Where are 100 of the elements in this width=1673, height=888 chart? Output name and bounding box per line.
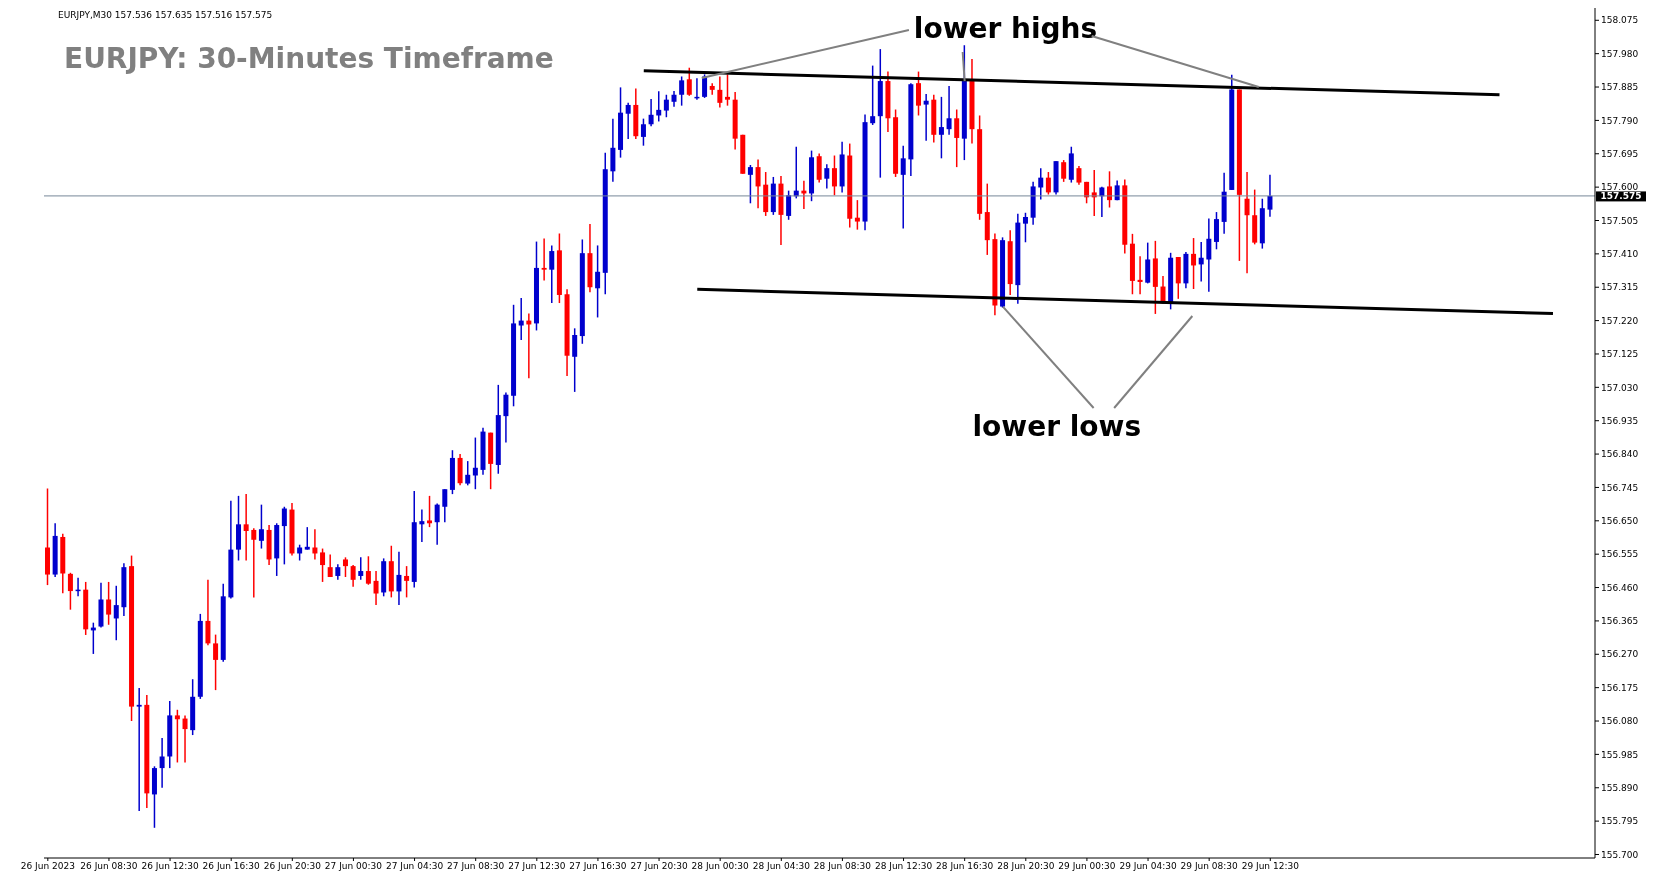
candlestick: [404, 565, 410, 599]
candlestick: [365, 555, 371, 586]
candlestick: [595, 244, 601, 319]
candlestick: [472, 436, 478, 490]
y-tick-label: 155.890: [1601, 782, 1639, 793]
annotation: EURJPY,M30 157.536 157.635 157.516 157.575: [58, 10, 273, 20]
y-tick-label: 156.745: [1601, 482, 1639, 493]
y-tick-label: 157.505: [1601, 215, 1639, 226]
candlestick: [1137, 255, 1143, 296]
x-tick-label: 28 Jun 12:30: [874, 861, 933, 872]
y-tick-label: 156.270: [1601, 649, 1639, 660]
candlestick: [679, 75, 685, 107]
candlestick: [854, 199, 860, 231]
candlestick: [900, 144, 906, 230]
x-tick-label: 27 Jun 16:30: [569, 861, 627, 872]
x-tick-label: 26 Jun 12:30: [141, 861, 199, 872]
candlestick: [342, 556, 348, 578]
y-tick-label: 156.175: [1601, 682, 1639, 693]
candlestick: [870, 64, 876, 126]
annotation: lower lows: [972, 410, 1142, 443]
candlestick: [916, 70, 922, 117]
y-tick-label: 157.125: [1601, 349, 1639, 360]
candlestick: [755, 158, 761, 209]
candlestick: [1198, 241, 1204, 283]
candlestick: [1045, 171, 1051, 196]
candlestick: [541, 237, 547, 282]
candlestick: [549, 244, 555, 304]
ref-line-label: 157.575: [1600, 191, 1642, 202]
candlestick: [786, 189, 792, 221]
x-tick-label: 27 Jun 08:30: [447, 861, 505, 872]
candlestick: [113, 585, 119, 641]
candlestick: [434, 502, 440, 546]
candlestick: [938, 96, 944, 160]
y-tick-label: 155.985: [1601, 749, 1639, 760]
candlestick: [358, 556, 364, 581]
x-tick-label: 26 Jun 16:30: [202, 861, 261, 872]
candlestick: [816, 152, 822, 184]
y-tick-label: 155.795: [1601, 816, 1639, 827]
candlestick: [1244, 171, 1250, 274]
x-tick-label: 29 Jun 04:30: [1119, 861, 1177, 872]
y-tick-label: 156.840: [1601, 449, 1639, 460]
candlestick: [572, 327, 578, 393]
candlestick: [725, 73, 730, 107]
candlestick: [243, 493, 249, 562]
x-tick-label: 28 Jun 16:30: [936, 861, 994, 872]
candlestick: [251, 527, 257, 599]
y-tick-label: 156.650: [1601, 516, 1639, 526]
candlestick: [396, 550, 402, 606]
candlestick: [304, 526, 310, 551]
candlestick: [625, 102, 631, 140]
candlestick: [824, 163, 830, 190]
x-tick-label: 28 Jun 04:30: [752, 861, 811, 872]
candlestick: [174, 709, 180, 764]
candlestick: [465, 460, 471, 487]
candlestick: [717, 75, 723, 109]
candlestick: [640, 117, 646, 147]
y-tick-label: 156.365: [1601, 616, 1639, 627]
y-tick-label: 157.600: [1601, 182, 1639, 193]
candlestick: [1213, 211, 1219, 251]
x-tick-label: 28 Jun 20:30: [997, 861, 1055, 872]
candlestick: [281, 506, 287, 566]
candlestick: [1022, 212, 1028, 244]
candlestick: [442, 488, 448, 523]
candlestick: [320, 547, 326, 583]
y-tick-label: 156.555: [1601, 549, 1639, 560]
x-tick-label: 29 Jun 08:30: [1180, 861, 1239, 872]
candlestick: [831, 154, 837, 196]
candlestick: [136, 687, 142, 812]
candlestick: [67, 572, 73, 611]
candlestick: [709, 82, 715, 96]
candlestick: [1038, 167, 1044, 201]
x-tick-label: 29 Jun 00:30: [1058, 861, 1116, 872]
candlestick: [747, 164, 753, 205]
x-tick-label: 27 Jun 04:30: [385, 861, 444, 872]
candlestick: [610, 117, 616, 183]
candlestick: [1099, 186, 1105, 218]
candlestick: [663, 94, 669, 118]
y-tick-label: 156.080: [1601, 716, 1639, 727]
candlestick: [686, 66, 692, 97]
candlestick: [350, 564, 356, 588]
x-tick-label: 28 Jun 08:30: [813, 861, 872, 872]
candlestick: [205, 579, 211, 646]
y-tick-label: 157.220: [1601, 315, 1639, 326]
x-tick-label: 29 Jun 12:30: [1241, 861, 1300, 872]
y-tick-label: 158.075: [1601, 15, 1639, 26]
x-tick-label: 28 Jun 00:30: [691, 861, 750, 872]
candlestick: [419, 508, 425, 543]
candlestick: [1076, 165, 1082, 186]
candlestick: [518, 297, 524, 341]
y-tick-label: 156.935: [1601, 415, 1639, 426]
candlestick: [1191, 237, 1197, 290]
x-tick-label: 26 Jun 20:30: [263, 861, 322, 872]
y-tick-label: 157.410: [1601, 249, 1639, 260]
x-tick-label: 27 Jun 12:30: [508, 861, 566, 872]
annotation: lower highs: [913, 12, 1098, 45]
candlestick: [427, 495, 433, 528]
candlestick: [258, 503, 264, 550]
candlestick: [946, 85, 952, 136]
candlestick: [159, 737, 165, 789]
candlestick: [648, 98, 654, 128]
